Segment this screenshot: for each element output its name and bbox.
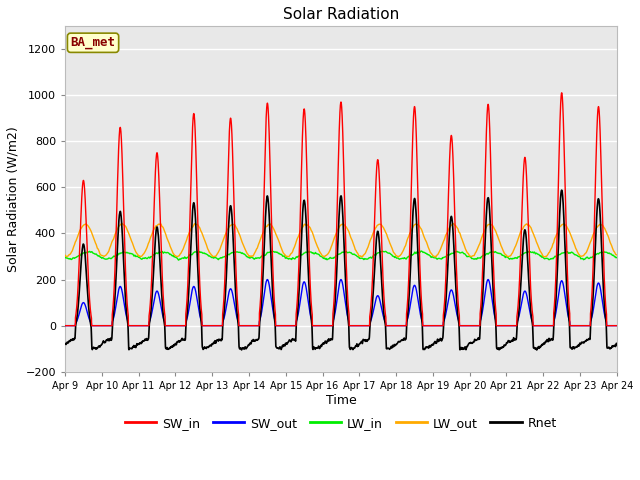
X-axis label: Time: Time xyxy=(326,394,356,407)
Legend: SW_in, SW_out, LW_in, LW_out, Rnet: SW_in, SW_out, LW_in, LW_out, Rnet xyxy=(120,412,562,435)
Text: BA_met: BA_met xyxy=(70,36,116,49)
Y-axis label: Solar Radiation (W/m2): Solar Radiation (W/m2) xyxy=(7,126,20,272)
Title: Solar Radiation: Solar Radiation xyxy=(283,7,399,22)
